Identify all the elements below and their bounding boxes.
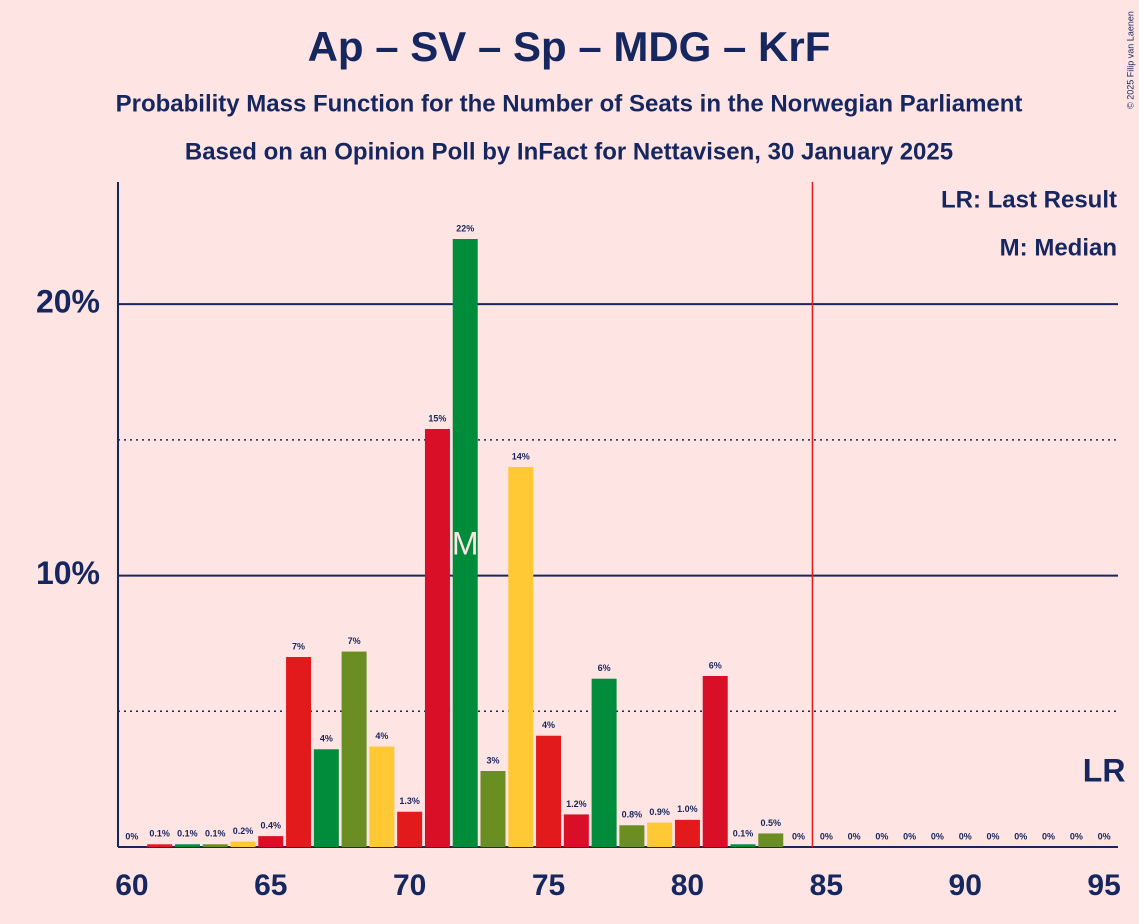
bar (286, 657, 312, 847)
value-label: 4% (320, 734, 333, 744)
value-label: 0% (792, 831, 805, 841)
value-label: 0.5% (761, 818, 782, 828)
bar (452, 239, 478, 847)
value-label: 7% (292, 641, 305, 651)
value-label: 15% (428, 413, 446, 423)
bar (619, 825, 645, 847)
bar (758, 833, 784, 847)
bar (536, 735, 562, 847)
y-tick-label: 20% (36, 284, 100, 320)
x-tick-label: 85 (810, 869, 843, 902)
x-tick-label: 75 (532, 869, 565, 902)
value-label: 0.1% (733, 829, 754, 839)
chart-subtitle: Probability Mass Function for the Number… (116, 90, 1023, 117)
value-label: 0% (931, 831, 944, 841)
value-label: 1.3% (399, 796, 420, 806)
x-tick-label: 70 (393, 869, 426, 902)
bar (730, 844, 756, 847)
value-label: 4% (542, 720, 555, 730)
value-label: 3% (486, 755, 499, 765)
bar (424, 429, 450, 847)
copyright: © 2025 Filip van Laenen (1125, 11, 1135, 109)
value-label: 0% (986, 831, 999, 841)
value-label: 0% (1014, 831, 1027, 841)
x-tick-label: 95 (1087, 869, 1120, 902)
value-label: 14% (512, 451, 530, 461)
x-tick-label: 60 (115, 869, 148, 902)
value-label: 0.8% (622, 810, 643, 820)
value-label: 0% (959, 831, 972, 841)
value-label: 0% (125, 831, 138, 841)
bar (147, 844, 173, 847)
value-label: 0% (848, 831, 861, 841)
x-tick-label: 80 (671, 869, 704, 902)
bar (563, 814, 589, 847)
bar (258, 836, 284, 847)
value-label: 0% (875, 831, 888, 841)
chart-subtitle: Based on an Opinion Poll by InFact for N… (185, 138, 953, 165)
bar (702, 676, 728, 847)
value-label: 4% (375, 731, 388, 741)
bar (480, 771, 506, 847)
value-label: 0% (1098, 831, 1111, 841)
y-tick-label: 10% (36, 555, 100, 591)
last-result-marker: LR (1083, 752, 1126, 788)
bar (397, 811, 423, 847)
bar (174, 844, 200, 847)
value-label: 1.0% (677, 804, 698, 814)
bar (647, 822, 673, 847)
value-label: 0.1% (149, 829, 170, 839)
value-label: 0% (1070, 831, 1083, 841)
legend-entry: M: Median (1000, 234, 1117, 261)
value-label: 0% (820, 831, 833, 841)
value-label: 0.4% (261, 821, 282, 831)
bar (369, 746, 395, 847)
bar (230, 841, 256, 847)
bar (508, 467, 534, 847)
bar (202, 844, 228, 847)
bar (591, 678, 617, 847)
x-tick-label: 65 (254, 869, 287, 902)
median-marker: M (452, 525, 479, 561)
value-label: 0.1% (205, 829, 226, 839)
bar (674, 819, 700, 847)
bar (313, 749, 339, 847)
value-label: 6% (598, 663, 611, 673)
value-label: 6% (709, 660, 722, 670)
value-label: 0.9% (649, 807, 670, 817)
value-label: 0.2% (233, 826, 254, 836)
value-label: 22% (456, 223, 474, 233)
x-tick-label: 90 (949, 869, 982, 902)
value-label: 0.1% (177, 829, 198, 839)
chart-title: Ap – SV – Sp – MDG – KrF (308, 23, 831, 70)
value-label: 1.2% (566, 799, 587, 809)
value-label: 0% (903, 831, 916, 841)
bar (341, 651, 367, 847)
value-label: 7% (348, 636, 361, 646)
value-label: 0% (1042, 831, 1055, 841)
legend-entry: LR: Last Result (941, 186, 1117, 213)
